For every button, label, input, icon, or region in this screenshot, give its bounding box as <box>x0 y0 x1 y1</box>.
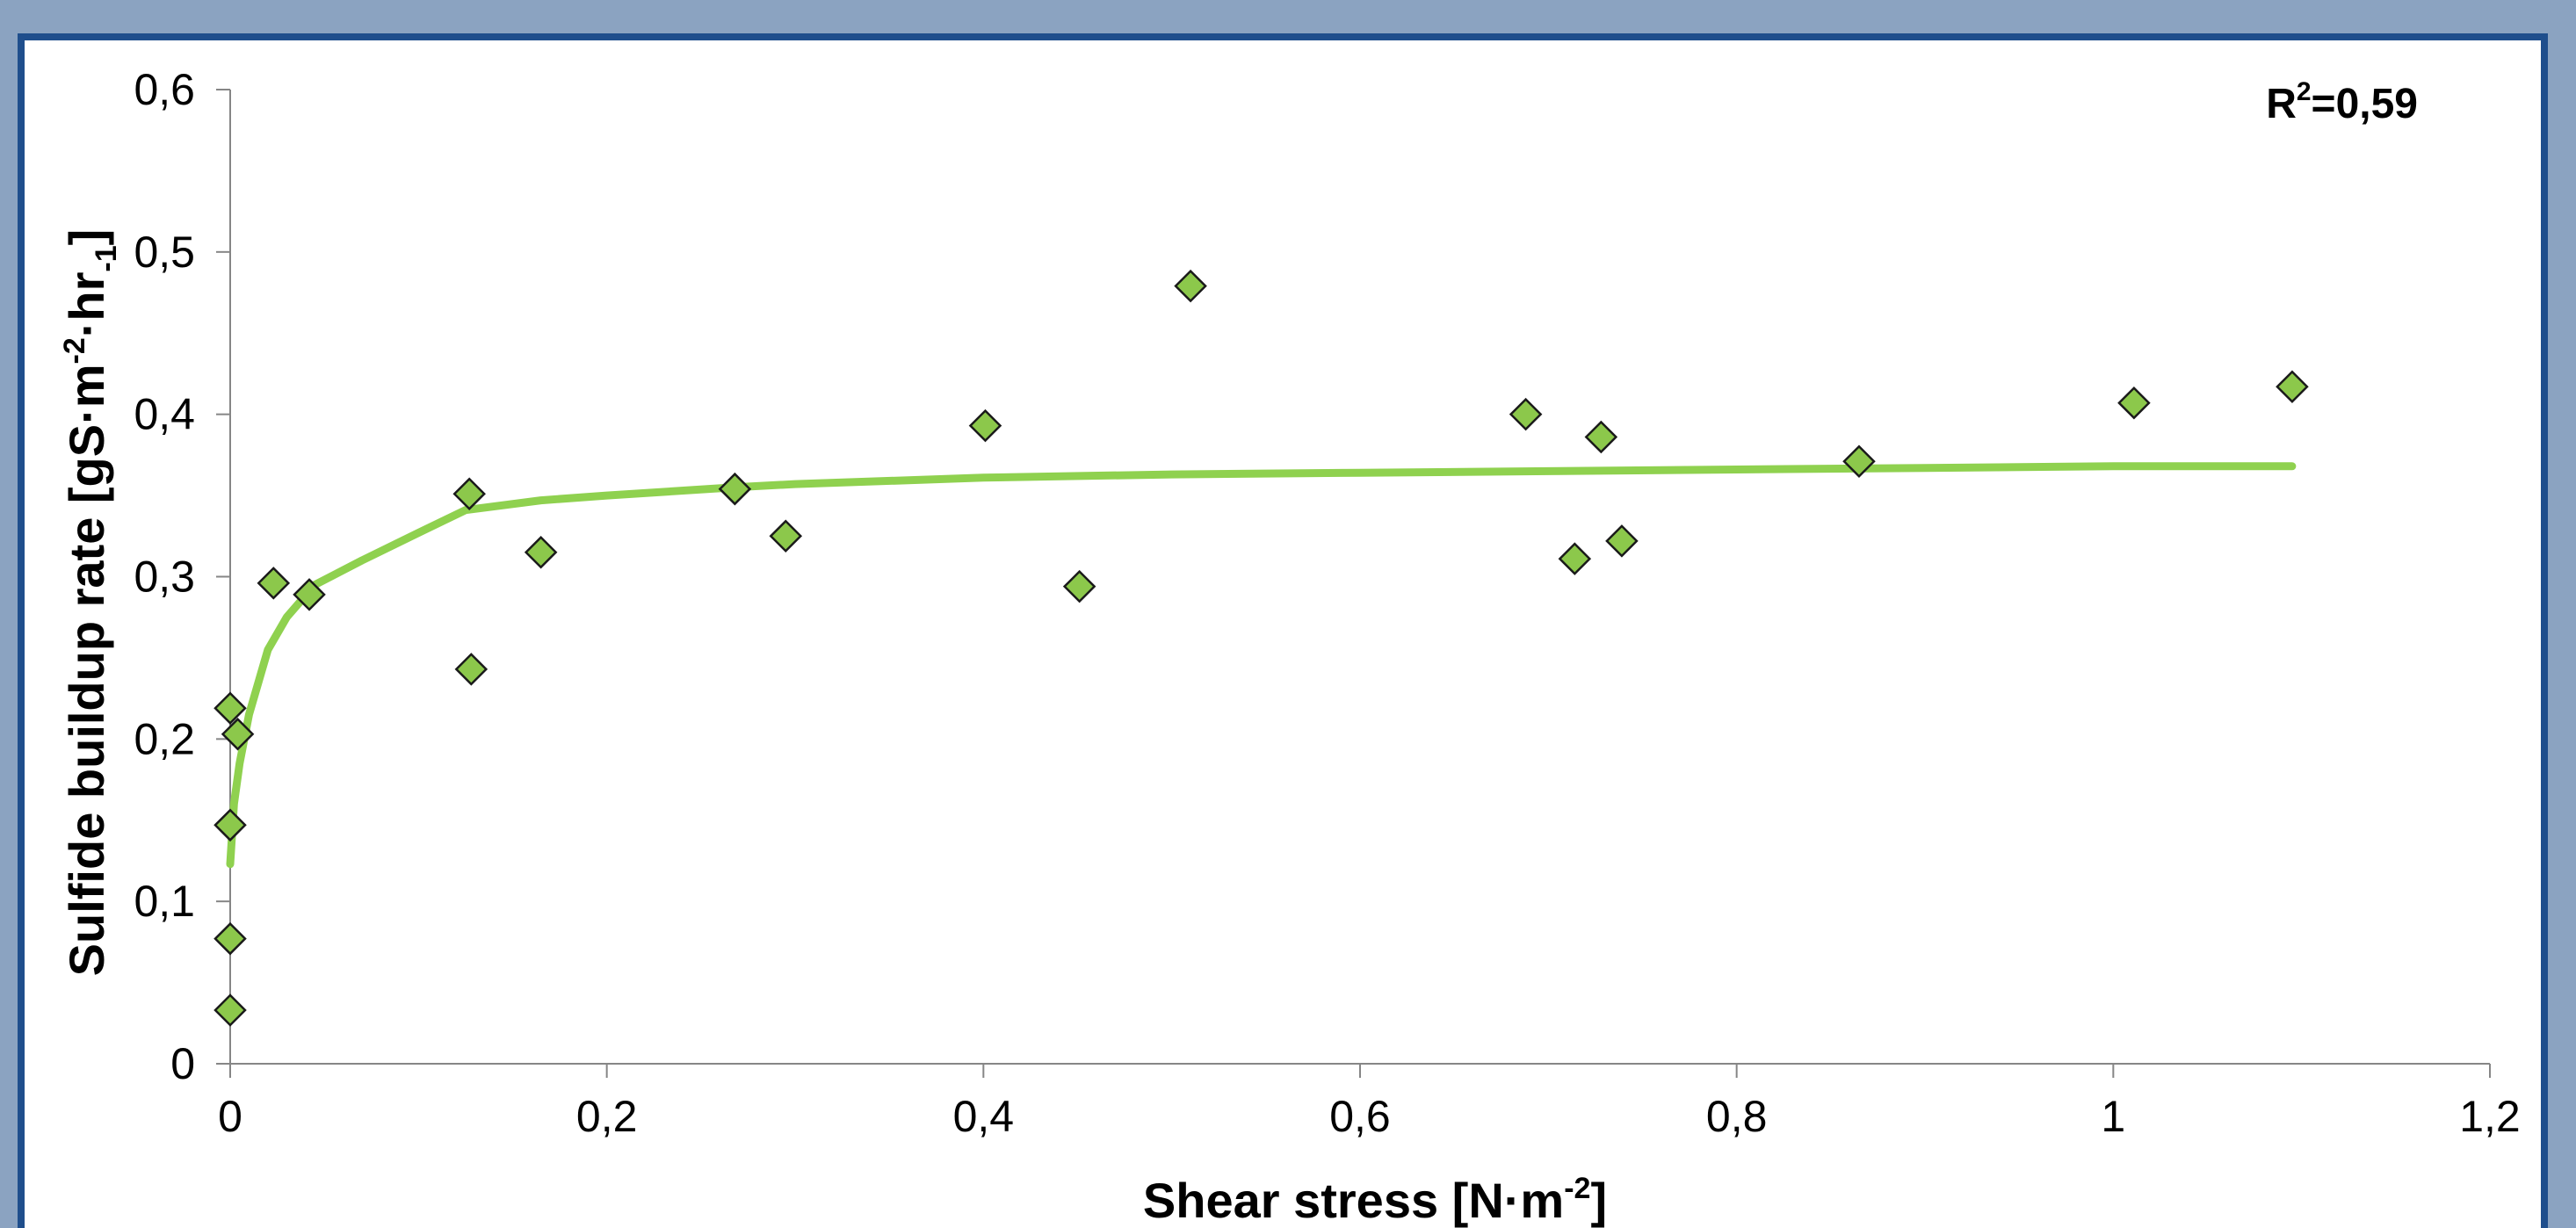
data-point <box>293 578 326 611</box>
data-point <box>213 921 247 956</box>
data-point <box>213 993 247 1027</box>
r-squared-annotation: R2=0,59 <box>2266 77 2418 127</box>
x-tick-label: 0 <box>218 1092 242 1141</box>
data-point <box>221 718 255 751</box>
axes <box>216 89 2491 1078</box>
data-point <box>257 567 291 600</box>
data-point <box>1584 420 1618 454</box>
data-point <box>1509 397 1543 431</box>
fit-line-layer <box>226 462 2297 869</box>
x-tick-label: 0,8 <box>1706 1092 1768 1141</box>
x-tick-label: 1,2 <box>2459 1092 2521 1141</box>
data-point <box>2117 386 2151 420</box>
y-tick-label: 0,5 <box>134 228 195 277</box>
y-tick-label: 0 <box>170 1039 195 1088</box>
data-point <box>454 653 488 686</box>
data-point <box>1174 269 1207 303</box>
y-tick-label: 0,2 <box>134 714 195 763</box>
x-tick-label: 1 <box>2101 1092 2125 1141</box>
y-tick-label: 0,1 <box>134 877 195 926</box>
data-point <box>718 472 752 506</box>
data-point <box>452 477 486 511</box>
y-tick-label: 0,6 <box>134 65 195 114</box>
data-point <box>2276 370 2309 404</box>
data-point <box>1605 524 1639 558</box>
x-tick-label: 0,4 <box>953 1092 1015 1141</box>
data-point <box>1558 542 1592 575</box>
chart-frame: 0 0,2 0,4 0,6 0,8 1 1,2 0 0,1 0,2 0,3 0,4 0,5 0,6 R2… <box>18 33 2548 1228</box>
y-axis-title: Sulfide buildup rate [gS·m-2·hr-1] <box>58 229 123 977</box>
y-tick-label: 0,4 <box>134 390 195 439</box>
x-tick-label: 0,6 <box>1329 1092 1391 1141</box>
chart-panel: 0 0,2 0,4 0,6 0,8 1 1,2 0 0,1 0,2 0,3 0,4 0,5 0,6 R2… <box>25 40 2541 1228</box>
scatter-chart: 0 0,2 0,4 0,6 0,8 1 1,2 0 0,1 0,2 0,3 0,4 0,5 0,6 R2… <box>58 65 2521 1228</box>
points-layer <box>213 269 2309 1027</box>
x-tick-label: 0,2 <box>576 1092 638 1141</box>
x-axis-title: Shear stress [N·m-2] <box>1143 1172 1607 1228</box>
data-point <box>213 808 247 842</box>
x-tick-labels: 0 0,2 0,4 0,6 0,8 1 1,2 <box>218 1092 2521 1141</box>
data-point <box>968 408 1002 443</box>
data-point <box>769 519 803 553</box>
data-point <box>1842 444 1876 479</box>
y-tick-label: 0,3 <box>134 553 195 602</box>
data-point <box>213 691 247 725</box>
data-point <box>524 536 558 569</box>
y-tick-labels: 0 0,1 0,2 0,3 0,4 0,5 0,6 <box>134 65 195 1088</box>
data-point <box>1062 569 1096 603</box>
fit-line <box>226 462 2297 869</box>
